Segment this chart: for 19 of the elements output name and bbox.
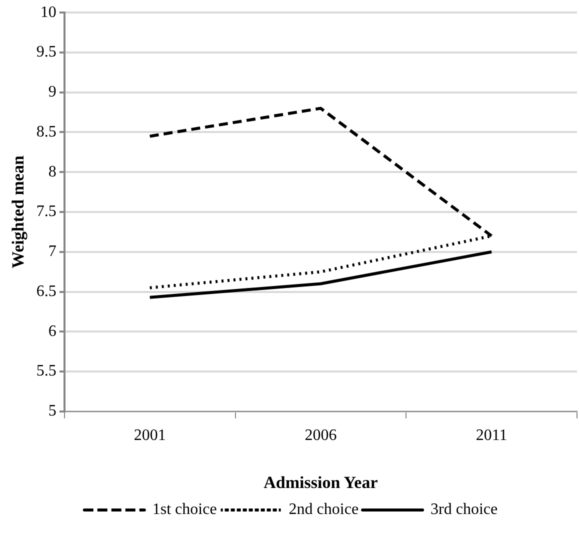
y-tick-label: 8.5 xyxy=(36,123,56,140)
y-tick-label: 5 xyxy=(48,402,56,420)
y-tick-label: 6.5 xyxy=(36,282,56,300)
y-tick-label: 9.5 xyxy=(36,44,56,61)
x-tick-label: 2011 xyxy=(476,427,508,444)
y-axis-title: Weighted mean xyxy=(8,155,28,268)
y-tick-label: 5.5 xyxy=(36,362,56,380)
y-tick-label: 7.5 xyxy=(36,203,56,220)
x-tick-label: 2006 xyxy=(304,427,337,444)
x-tick-label: 2001 xyxy=(134,427,166,444)
legend-label: 2nd choice xyxy=(288,501,359,518)
y-tick-label: 7 xyxy=(48,243,56,260)
y-tick-label: 8 xyxy=(48,163,56,180)
legend-label: 3rd choice xyxy=(430,501,498,518)
y-tick-label: 9 xyxy=(48,84,56,101)
x-axis-title: Admission Year xyxy=(264,473,378,492)
y-tick-label: 6 xyxy=(48,322,56,340)
legend-label: 1st choice xyxy=(152,501,217,518)
y-tick-label: 10 xyxy=(40,4,56,21)
